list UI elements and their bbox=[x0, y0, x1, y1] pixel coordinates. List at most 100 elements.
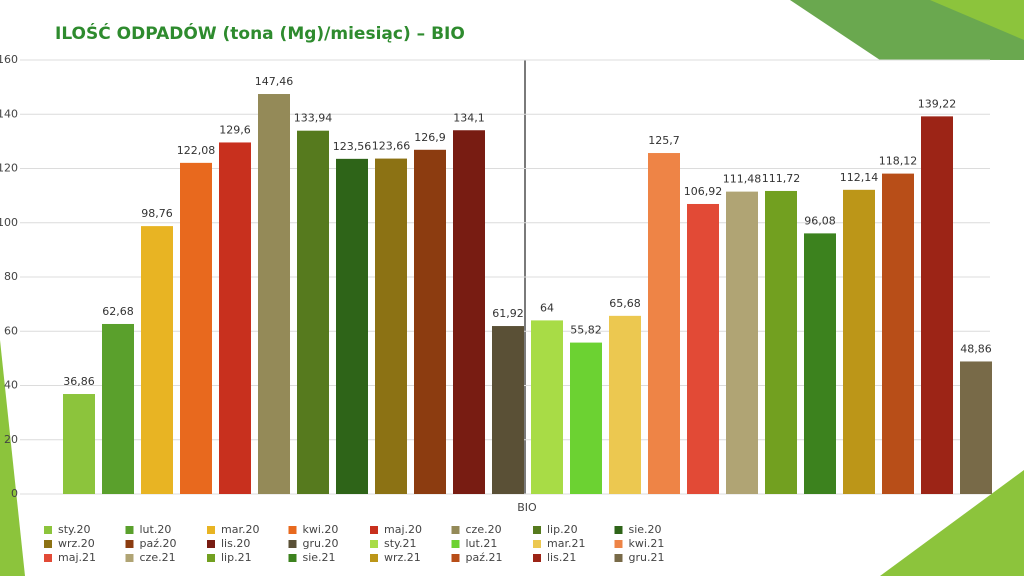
decoration bbox=[880, 470, 1024, 576]
bar bbox=[765, 190, 797, 494]
bar bbox=[960, 361, 992, 494]
legend-label: lip.21 bbox=[221, 551, 252, 564]
legend-swatch bbox=[614, 526, 623, 534]
legend-label: sty.20 bbox=[58, 523, 90, 536]
y-tick-label: 120 bbox=[0, 162, 18, 175]
bar bbox=[258, 94, 290, 495]
data-label: 98,76 bbox=[141, 207, 173, 220]
data-label: 126,9 bbox=[414, 131, 446, 144]
legend-swatch bbox=[207, 526, 215, 534]
legend-label: lis.21 bbox=[547, 551, 576, 564]
legend-swatch bbox=[44, 540, 52, 548]
bar bbox=[648, 153, 680, 494]
legend-label: cze.21 bbox=[140, 551, 176, 564]
data-label: 134,1 bbox=[453, 111, 485, 124]
data-label: 112,14 bbox=[840, 171, 879, 184]
decoration bbox=[930, 0, 1024, 40]
legend-swatch bbox=[44, 554, 52, 562]
legend-swatch bbox=[614, 540, 623, 548]
legend-label: sie.20 bbox=[629, 523, 662, 536]
bar bbox=[180, 162, 212, 494]
legend-swatch bbox=[207, 554, 215, 562]
y-tick-label: 160 bbox=[0, 53, 18, 66]
bar bbox=[141, 226, 173, 494]
legend-label: maj.21 bbox=[58, 551, 96, 564]
y-tick-label: 40 bbox=[4, 379, 18, 392]
bar bbox=[531, 320, 563, 494]
data-label: 55,82 bbox=[570, 324, 602, 337]
y-tick-label: 140 bbox=[0, 107, 18, 120]
data-label: 147,46 bbox=[255, 75, 294, 88]
bar bbox=[609, 315, 641, 494]
legend-label: gru.20 bbox=[303, 537, 339, 550]
data-label: 111,48 bbox=[723, 173, 762, 186]
bar bbox=[726, 191, 758, 494]
legend-swatch bbox=[288, 526, 297, 534]
legend-swatch bbox=[533, 526, 541, 534]
legend-swatch bbox=[125, 554, 134, 562]
legend-swatch bbox=[44, 526, 52, 534]
legend-swatch bbox=[451, 526, 460, 534]
bar bbox=[843, 189, 875, 494]
data-label: 106,92 bbox=[684, 185, 723, 198]
legend-swatch bbox=[533, 554, 541, 562]
bar bbox=[882, 173, 914, 495]
legend-label: maj.20 bbox=[384, 523, 422, 536]
data-label: 125,7 bbox=[648, 134, 680, 147]
data-label: 64 bbox=[540, 301, 554, 314]
legend-label: mar.21 bbox=[547, 537, 585, 550]
data-label: 139,22 bbox=[918, 97, 957, 110]
legend-label: lis.20 bbox=[221, 537, 250, 550]
bar bbox=[63, 394, 95, 494]
bar bbox=[492, 326, 524, 494]
legend-label: lut.21 bbox=[466, 537, 498, 550]
data-label: 123,56 bbox=[333, 140, 372, 153]
data-label: 123,66 bbox=[372, 140, 411, 153]
legend-label: wrz.21 bbox=[384, 551, 421, 564]
data-label: 122,08 bbox=[177, 144, 216, 157]
legend-label: sty.21 bbox=[384, 537, 416, 550]
y-tick-label: 80 bbox=[4, 270, 18, 283]
legend-swatch bbox=[370, 554, 378, 562]
bar bbox=[921, 116, 953, 494]
legend-label: mar.20 bbox=[221, 523, 259, 536]
legend-label: kwi.20 bbox=[303, 523, 339, 536]
decoration bbox=[0, 340, 25, 576]
chart-title: ILOŚĆ ODPADÓW (tona (Mg)/miesiąc) – BIO bbox=[55, 22, 465, 44]
legend-label: sie.21 bbox=[303, 551, 336, 564]
data-label: 48,86 bbox=[960, 342, 992, 355]
data-label: 65,68 bbox=[609, 297, 641, 310]
legend-label: paź.21 bbox=[466, 551, 503, 564]
legend-label: gru.21 bbox=[629, 551, 665, 564]
legend-swatch bbox=[288, 540, 297, 548]
data-label: 61,92 bbox=[492, 307, 524, 320]
data-label: 118,12 bbox=[879, 155, 918, 168]
y-tick-label: 60 bbox=[4, 324, 18, 337]
legend-swatch bbox=[614, 554, 623, 562]
bar bbox=[336, 158, 368, 494]
legend-swatch bbox=[451, 554, 460, 562]
bar bbox=[375, 158, 407, 494]
legend-swatch bbox=[125, 540, 134, 548]
legend-label: paź.20 bbox=[140, 537, 177, 550]
legend-swatch bbox=[207, 540, 215, 548]
y-tick-label: 20 bbox=[4, 433, 18, 446]
bar bbox=[453, 130, 485, 494]
legend-swatch bbox=[533, 540, 541, 548]
data-label: 96,08 bbox=[804, 214, 836, 227]
data-label: 129,6 bbox=[219, 123, 251, 136]
bar bbox=[804, 233, 836, 494]
x-tick-label: BIO bbox=[517, 501, 537, 514]
legend-swatch bbox=[370, 526, 378, 534]
data-label: 36,86 bbox=[63, 375, 95, 388]
bar bbox=[687, 203, 719, 495]
bar bbox=[102, 323, 134, 494]
data-label: 111,72 bbox=[762, 172, 801, 185]
legend-label: kwi.21 bbox=[629, 537, 665, 550]
legend-swatch bbox=[288, 554, 297, 562]
data-label: 133,94 bbox=[294, 112, 333, 125]
bar bbox=[297, 130, 329, 494]
legend-swatch bbox=[370, 540, 378, 548]
bar bbox=[570, 342, 602, 494]
